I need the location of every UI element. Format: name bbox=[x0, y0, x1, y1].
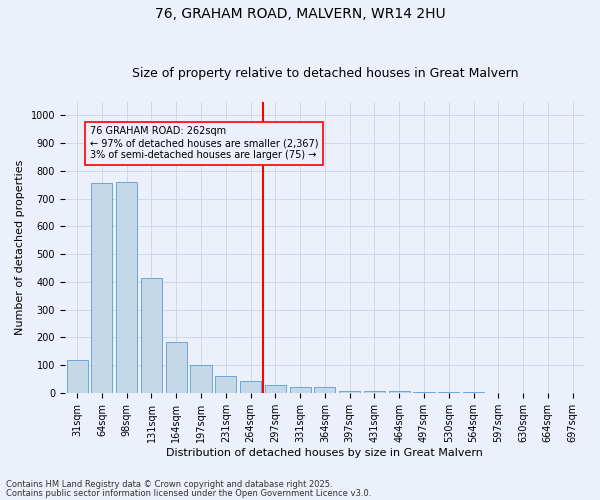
Bar bbox=[339, 392, 360, 393]
Title: Size of property relative to detached houses in Great Malvern: Size of property relative to detached ho… bbox=[131, 66, 518, 80]
Bar bbox=[463, 392, 484, 393]
Bar bbox=[389, 392, 410, 393]
X-axis label: Distribution of detached houses by size in Great Malvern: Distribution of detached houses by size … bbox=[166, 448, 484, 458]
Bar bbox=[438, 392, 459, 393]
Bar bbox=[67, 360, 88, 393]
Bar bbox=[166, 342, 187, 393]
Bar bbox=[314, 386, 335, 393]
Text: 76, GRAHAM ROAD, MALVERN, WR14 2HU: 76, GRAHAM ROAD, MALVERN, WR14 2HU bbox=[155, 8, 445, 22]
Bar bbox=[141, 278, 162, 393]
Text: Contains public sector information licensed under the Open Government Licence v3: Contains public sector information licen… bbox=[6, 488, 371, 498]
Bar bbox=[116, 182, 137, 393]
Bar bbox=[215, 376, 236, 393]
Bar bbox=[240, 381, 261, 393]
Bar bbox=[190, 365, 212, 393]
Bar bbox=[91, 184, 112, 393]
Bar bbox=[364, 392, 385, 393]
Text: Contains HM Land Registry data © Crown copyright and database right 2025.: Contains HM Land Registry data © Crown c… bbox=[6, 480, 332, 489]
Bar bbox=[265, 385, 286, 393]
Bar bbox=[413, 392, 434, 393]
Text: 76 GRAHAM ROAD: 262sqm
← 97% of detached houses are smaller (2,367)
3% of semi-d: 76 GRAHAM ROAD: 262sqm ← 97% of detached… bbox=[89, 126, 318, 160]
Bar bbox=[290, 386, 311, 393]
Y-axis label: Number of detached properties: Number of detached properties bbox=[15, 160, 25, 335]
